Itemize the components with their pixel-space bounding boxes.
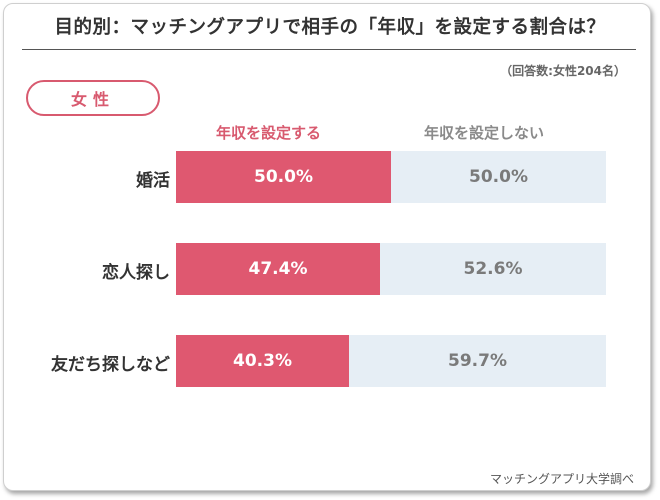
bar-track: 50.0% 50.0% (176, 151, 606, 203)
category-label: 婚活 (136, 171, 170, 191)
value-label-not-set: 50.0% (469, 167, 528, 187)
value-label-set: 40.3% (233, 351, 292, 371)
legend-set: 年収を設定する (216, 124, 322, 142)
bar-segment-set (176, 335, 349, 387)
gender-tag: 女性 (26, 80, 160, 116)
source-credit: マッチングアプリ大学調べ (489, 472, 634, 486)
category-label: 恋人探し (102, 263, 170, 283)
value-label-set: 50.0% (254, 167, 313, 187)
legend-not-set: 年収を設定しない (424, 124, 545, 142)
value-label-set: 47.4% (248, 259, 308, 279)
value-label-not-set: 52.6% (463, 259, 523, 279)
title-divider (22, 49, 636, 50)
bar-track: 40.3% 59.7% (176, 335, 606, 387)
category-label: 友だち探しなど (51, 355, 170, 375)
bar-track: 47.4% 52.6% (176, 243, 606, 295)
respondent-note: （回答数:女性204名） (500, 64, 626, 78)
chart-title: 目的別：マッチングアプリで相手の「年収」を設定する割合は？ (54, 17, 606, 38)
bar-segment-set (176, 243, 380, 295)
value-label-not-set: 59.7% (448, 351, 507, 371)
bar-segment-set (176, 151, 391, 203)
